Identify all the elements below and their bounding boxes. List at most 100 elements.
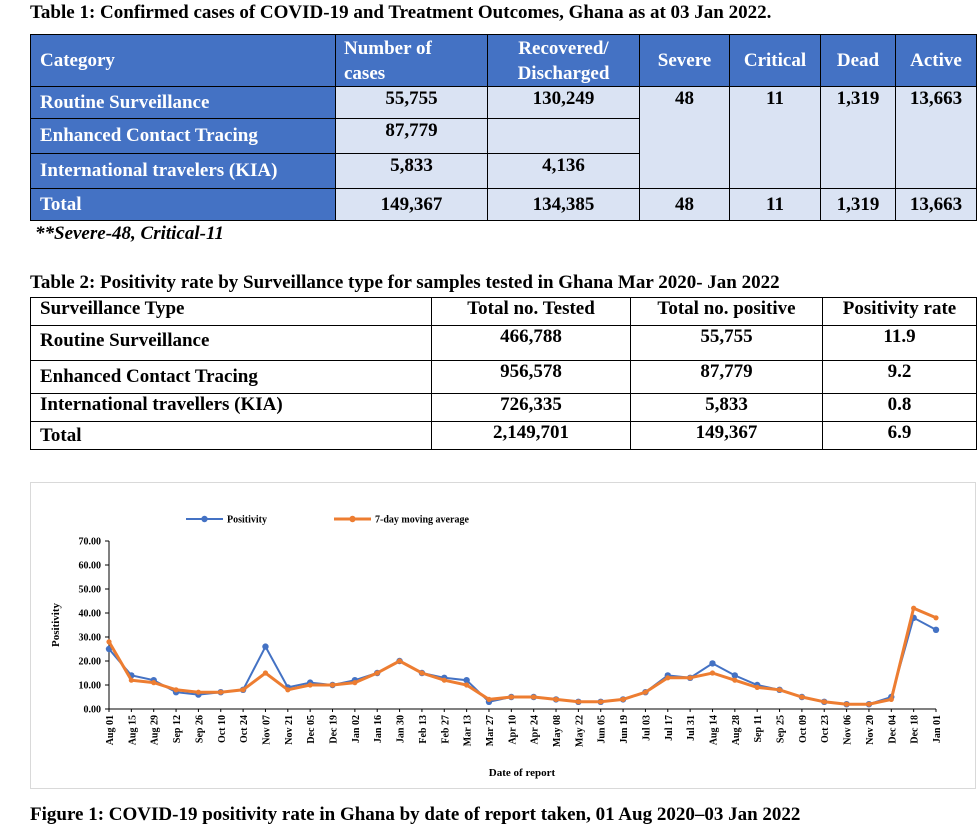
rate-cell: 11.9 <box>822 325 977 361</box>
data-point <box>821 699 827 705</box>
category-cell: Enhanced Contact Tracing <box>30 118 336 154</box>
data-point <box>262 643 269 650</box>
data-point <box>553 696 559 702</box>
x-tick-label: Jan 01 <box>932 715 943 743</box>
table1-header-row: Category Number of cases Recovered/Discha… <box>30 34 977 87</box>
x-tick-label: Aug 01 <box>105 715 116 745</box>
x-tick-label: Oct 09 <box>798 715 809 743</box>
x-tick-label: Dec 04 <box>887 715 898 744</box>
y-tick-label: 0.00 <box>84 705 102 716</box>
x-tick-label: Feb 13 <box>418 715 429 744</box>
table2-row: International travellers (KIA) 726,335 5… <box>30 393 977 422</box>
rate-cell: 0.8 <box>822 393 977 422</box>
data-point <box>642 689 649 695</box>
surveillance-type-cell: International travellers (KIA) <box>30 393 432 422</box>
data-point <box>441 677 447 683</box>
header-positivity-rate: Positivity rate <box>822 297 977 326</box>
legend-swatch-marker <box>201 515 208 523</box>
table2-total-row: Total 2,149,701 149,367 6.9 <box>30 421 977 450</box>
data-point <box>866 701 872 707</box>
x-tick-label: Jun 05 <box>597 715 608 744</box>
data-point <box>709 670 716 676</box>
data-point <box>731 672 739 679</box>
x-tick-label: Feb 27 <box>440 715 451 744</box>
table2-row: Enhanced Contact Tracing 956,578 87,779 … <box>30 360 977 394</box>
x-tick-label: Oct 23 <box>820 715 831 743</box>
rate-cell: 9.2 <box>822 360 977 394</box>
data-point <box>932 626 940 633</box>
x-tick-label: Aug 29 <box>150 715 161 745</box>
header-severe: Severe <box>639 34 730 87</box>
data-point <box>374 670 380 676</box>
tested-cell: 466,788 <box>431 325 631 361</box>
cases-cell: 55,755 <box>335 86 488 119</box>
header-category: Category <box>30 34 336 87</box>
tested-cell: 726,335 <box>431 393 631 422</box>
tested-cell: 956,578 <box>431 360 631 394</box>
cases-cell: 5,833 <box>335 153 488 189</box>
header-cases-line2: cases <box>344 62 386 84</box>
recovered-cell: 4,136 <box>487 153 640 189</box>
table2-caption: Table 2: Positivity rate by Surveillance… <box>30 272 780 293</box>
table2: Surveillance Type Total no. Tested Total… <box>30 297 977 450</box>
data-point <box>508 694 514 700</box>
x-tick-label: Sep 25 <box>776 715 787 743</box>
header-cases-line1: Number of <box>344 37 432 59</box>
x-tick-label: Dec 19 <box>329 715 340 744</box>
table1-note: **Severe-48, Critical-11 <box>35 223 224 244</box>
data-point <box>396 658 403 664</box>
table1-row: Routine Surveillance 55,755 130,249 48 1… <box>30 86 977 189</box>
data-point <box>709 660 716 667</box>
y-tick-label: 60.00 <box>79 561 102 572</box>
header-cases: Number of cases <box>335 34 488 87</box>
x-tick-label: Oct 10 <box>217 715 228 743</box>
data-point <box>240 687 246 693</box>
data-point <box>620 696 626 702</box>
x-tick-label: Sep 26 <box>194 715 205 743</box>
data-point <box>776 687 783 693</box>
data-point <box>173 687 179 693</box>
x-tick-label: Nov 20 <box>865 715 876 745</box>
x-tick-label: Dec 18 <box>910 715 921 744</box>
header-recovered-line2: Discharged <box>517 62 610 84</box>
x-tick-label: Sep 12 <box>172 715 183 743</box>
data-point <box>888 696 894 702</box>
header-surveillance-type: Surveillance Type <box>30 297 432 326</box>
data-point <box>732 677 738 683</box>
data-point <box>598 699 604 705</box>
cases-cell: 149,367 <box>335 188 488 221</box>
data-point <box>754 684 760 690</box>
category-cell: Routine Surveillance <box>30 86 336 119</box>
critical-cell: 11 <box>729 86 821 189</box>
surveillance-type-cell: Enhanced Contact Tracing <box>30 360 432 394</box>
data-point <box>352 680 358 686</box>
header-active: Active <box>895 34 977 87</box>
x-tick-label: Aug 28 <box>731 715 742 745</box>
data-point <box>799 694 805 700</box>
x-tick-label: Nov 06 <box>843 715 854 745</box>
cases-cell: 87,779 <box>335 118 488 154</box>
data-point <box>218 689 224 695</box>
y-axis-title: Positivity <box>50 603 62 647</box>
severe-cell: 48 <box>639 188 730 221</box>
x-tick-label: Sep 11 <box>753 715 764 743</box>
surveillance-type-cell: Routine Surveillance <box>30 325 432 361</box>
data-point <box>531 694 537 700</box>
y-tick-label: 40.00 <box>79 609 102 620</box>
data-point <box>933 615 939 621</box>
x-tick-label: Oct 24 <box>239 715 250 743</box>
table1-row: Enhanced Contact Tracing 87,779 <box>30 118 977 154</box>
x-tick-label: Nov 07 <box>261 715 272 745</box>
positive-cell: 87,779 <box>630 360 823 394</box>
x-tick-label: Jul 03 <box>641 715 652 741</box>
data-point <box>128 677 134 683</box>
x-tick-label: Jan 02 <box>351 715 362 743</box>
recovered-cell: 134,385 <box>487 188 640 221</box>
data-point <box>575 699 581 705</box>
header-total-tested: Total no. Tested <box>431 297 631 326</box>
header-critical: Critical <box>729 34 821 87</box>
x-tick-label: Mar 27 <box>485 715 496 746</box>
header-total-positive: Total no. positive <box>630 297 823 326</box>
x-tick-label: Jul 31 <box>686 715 697 741</box>
data-point <box>285 687 291 693</box>
